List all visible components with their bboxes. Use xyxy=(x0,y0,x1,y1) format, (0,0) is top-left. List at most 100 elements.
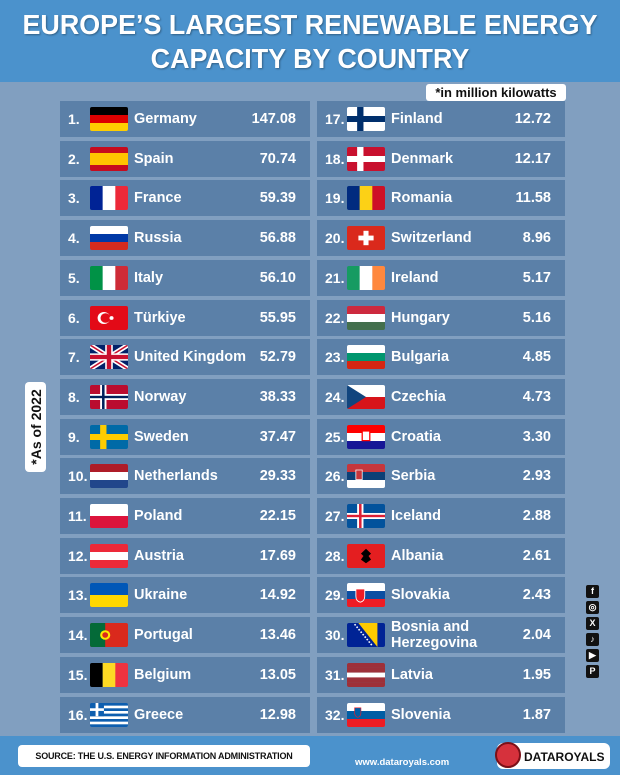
table-row: 21. Ireland 5.17 xyxy=(317,259,565,296)
capacity-value: 1.95 xyxy=(522,666,551,683)
country-name: France xyxy=(134,190,182,207)
flag-no-icon xyxy=(90,384,128,409)
flag-fi-icon xyxy=(347,107,385,131)
flag-ro-icon xyxy=(347,186,385,211)
country-name: Slovenia xyxy=(391,706,451,723)
country-name: Albania xyxy=(391,547,444,564)
capacity-value: 12.17 xyxy=(514,150,551,167)
flag-al-icon xyxy=(347,543,385,568)
table-row: 30. Bosnia and Herzegovina 2.04 xyxy=(317,617,565,654)
country-name: United Kingdom xyxy=(134,349,246,366)
country-name: Serbia xyxy=(391,468,436,485)
table-row: 23. Bulgaria 4.85 xyxy=(317,339,565,376)
rank: 16. xyxy=(68,706,88,723)
flag-ch-icon xyxy=(347,226,385,251)
flag-de-icon xyxy=(90,107,128,131)
rank: 13. xyxy=(68,587,88,604)
flag-sk-icon xyxy=(347,583,385,608)
capacity-value: 1.87 xyxy=(522,706,551,723)
table-row: 5. Italy 56.10 xyxy=(60,259,310,296)
rank: 32. xyxy=(325,706,345,723)
flag-cz-icon xyxy=(347,384,385,409)
country-name: Finland xyxy=(391,111,443,127)
rank: 30. xyxy=(325,627,345,644)
country-name: Poland xyxy=(134,508,183,524)
country-name: Croatia xyxy=(391,428,441,445)
flag-gb-icon xyxy=(90,345,128,370)
table-row: 14. Portugal 13.46 xyxy=(60,617,310,654)
rank: 5. xyxy=(68,269,80,286)
table-row: 2. Spain 70.74 xyxy=(60,140,310,177)
country-name: Romania xyxy=(391,190,453,207)
capacity-value: 5.17 xyxy=(522,269,551,286)
table-row: 1. Germany 147.08 xyxy=(60,101,310,137)
capacity-value: 4.73 xyxy=(522,388,551,405)
source-label: SOURCE: THE U.S. ENERGY INFORMATION ADMI… xyxy=(18,745,310,767)
table-row: 29. Slovakia 2.43 xyxy=(317,577,565,614)
capacity-value: 13.46 xyxy=(259,627,296,644)
table-row: 32. Slovenia 1.87 xyxy=(317,696,565,733)
country-name: Switzerland xyxy=(391,230,472,247)
country-name: Slovakia xyxy=(391,587,450,604)
flag-gr-icon xyxy=(90,702,128,727)
youtube-icon[interactable]: ▶ xyxy=(586,649,599,662)
capacity-value: 37.47 xyxy=(259,428,296,445)
flag-ua-icon xyxy=(90,583,128,608)
country-name: Denmark xyxy=(391,150,454,167)
flag-nl-icon xyxy=(90,464,128,489)
table-row: 6. Türkiye 55.95 xyxy=(60,299,310,336)
table-row: 26. Serbia 2.93 xyxy=(317,458,565,495)
pinterest-icon[interactable]: P xyxy=(586,665,599,678)
rank: 3. xyxy=(68,190,80,207)
flag-hr-icon xyxy=(347,424,385,449)
capacity-value: 70.74 xyxy=(259,150,296,167)
rank: 2. xyxy=(68,150,80,167)
country-name: Belgium xyxy=(134,666,192,683)
country-name: Russia xyxy=(134,230,182,247)
table-row: 16. Greece 12.98 xyxy=(60,696,310,733)
tiktok-icon[interactable]: ♪ xyxy=(586,633,599,646)
rank: 17. xyxy=(325,111,345,127)
rank: 7. xyxy=(68,349,80,366)
country-name: Iceland xyxy=(391,508,441,524)
capacity-value: 29.33 xyxy=(259,468,296,485)
country-name: Portugal xyxy=(134,627,193,644)
website-link[interactable]: www.dataroyals.com xyxy=(355,757,450,768)
table-row: 18. Denmark 12.17 xyxy=(317,140,565,177)
country-name: Sweden xyxy=(134,428,189,445)
rank: 27. xyxy=(325,508,345,524)
capacity-value: 12.98 xyxy=(259,706,296,723)
capacity-value: 59.39 xyxy=(259,190,296,207)
rank: 24. xyxy=(325,388,345,405)
as-of-note: *As of 2022 xyxy=(25,382,46,472)
facebook-icon[interactable]: f xyxy=(586,585,599,598)
table-row: 13. Ukraine 14.92 xyxy=(60,577,310,614)
capacity-value: 3.30 xyxy=(522,428,551,445)
table-row: 4. Russia 56.88 xyxy=(60,220,310,257)
table-row: 22. Hungary 5.16 xyxy=(317,299,565,336)
flag-hu-icon xyxy=(347,305,385,330)
country-name: Germany xyxy=(134,111,197,127)
country-name: Ukraine xyxy=(134,587,188,604)
x-icon[interactable]: X xyxy=(586,617,599,630)
flag-dk-icon xyxy=(347,146,385,171)
rank: 25. xyxy=(325,428,345,445)
capacity-value: 2.04 xyxy=(522,627,551,644)
capacity-value: 2.88 xyxy=(522,508,551,524)
flag-se-icon xyxy=(90,424,128,449)
brand-name: DATAROYALS xyxy=(524,750,605,764)
table-row: 25. Croatia 3.30 xyxy=(317,418,565,455)
capacity-value: 14.92 xyxy=(259,587,296,604)
country-name: Latvia xyxy=(391,666,433,683)
flag-bg-icon xyxy=(347,345,385,370)
table-row: 9. Sweden 37.47 xyxy=(60,418,310,455)
unit-note: *in million kilowatts xyxy=(426,84,566,101)
country-name: Italy xyxy=(134,269,164,286)
capacity-value: 17.69 xyxy=(259,547,296,564)
table-row: 17. Finland 12.72 xyxy=(317,101,565,137)
instagram-icon[interactable]: ◎ xyxy=(586,601,599,614)
header: EUROPE’S LARGEST RENEWABLE ENERGY CAPACI… xyxy=(0,0,620,82)
rank: 22. xyxy=(325,309,345,326)
capacity-value: 55.95 xyxy=(259,309,296,326)
rank: 21. xyxy=(325,269,345,286)
